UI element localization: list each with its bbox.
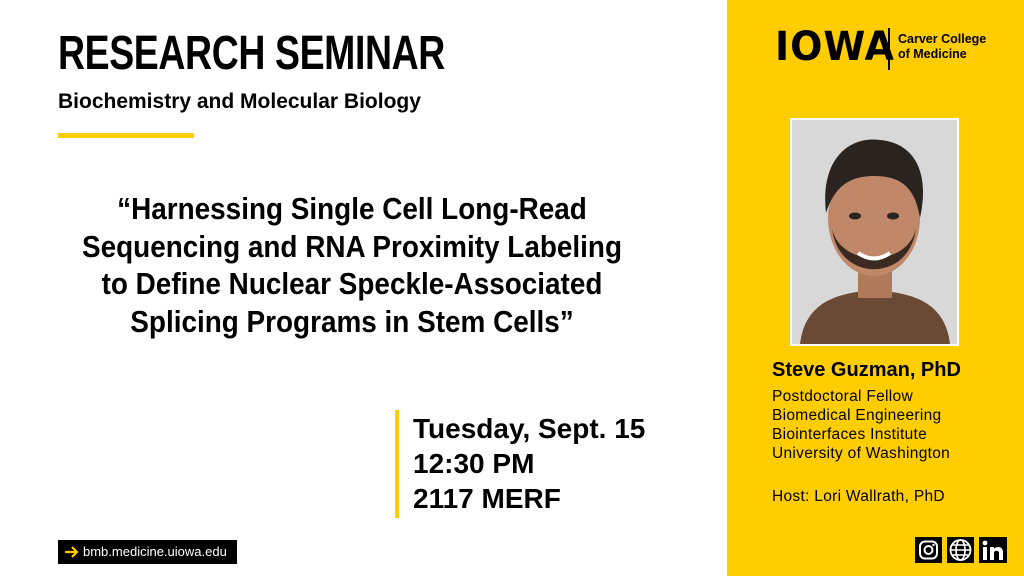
accent-rule [58,133,194,138]
seminar-title: RESEARCH SEMINAR [58,27,445,80]
website-badge[interactable]: bmb.medicine.uiowa.edu [58,540,237,564]
web-icon[interactable] [947,537,974,563]
talk-title-line: Sequencing and RNA Proximity Labeling [82,228,623,264]
logo-college: Carver College of Medicine [898,32,986,62]
affiliation-line: University of Washington [772,445,951,462]
logo-divider [888,28,890,70]
host: Host: Lori Wallrath, PhD [772,488,945,505]
college-line: Carver College [898,32,987,46]
event-details: Tuesday, Sept. 15 12:30 PM 2117 MERF [413,411,645,516]
department: Biochemistry and Molecular Biology [58,90,421,113]
talk-title-line: “Harnessing Single Cell Long-Read [117,191,587,226]
accent-bar [395,410,399,518]
talk-title-line: to Define Nuclear Speckle-Associated [101,266,603,301]
instagram-icon[interactable] [915,537,942,563]
speaker-name: Steve Guzman, PhD [772,359,961,381]
talk-title: “Harnessing Single Cell Long-Read Sequenc… [20,190,684,340]
logo-wordmark: IOWA [775,24,895,70]
event-date: Tuesday, Sept. 15 [413,413,646,444]
social-icons [915,537,1007,563]
event-location: 2117 MERF [413,483,561,514]
linkedin-icon[interactable] [979,537,1007,563]
affiliation-line: Postdoctoral Fellow [772,388,913,405]
speaker-photo [790,118,959,346]
speaker-affiliation: Postdoctoral Fellow Biomedical Engineerin… [772,387,950,463]
arrow-icon [65,546,79,558]
event-time: 12:30 PM [413,448,535,479]
talk-title-line: Splicing Programs in Stem Cells” [130,303,574,339]
college-line: of Medicine [898,47,967,61]
website[interactable]: bmb.medicine.uiowa.edu [83,544,227,559]
affiliation-line: Biointerfaces Institute [772,426,928,443]
affiliation-line: Biomedical Engineering [772,407,942,424]
